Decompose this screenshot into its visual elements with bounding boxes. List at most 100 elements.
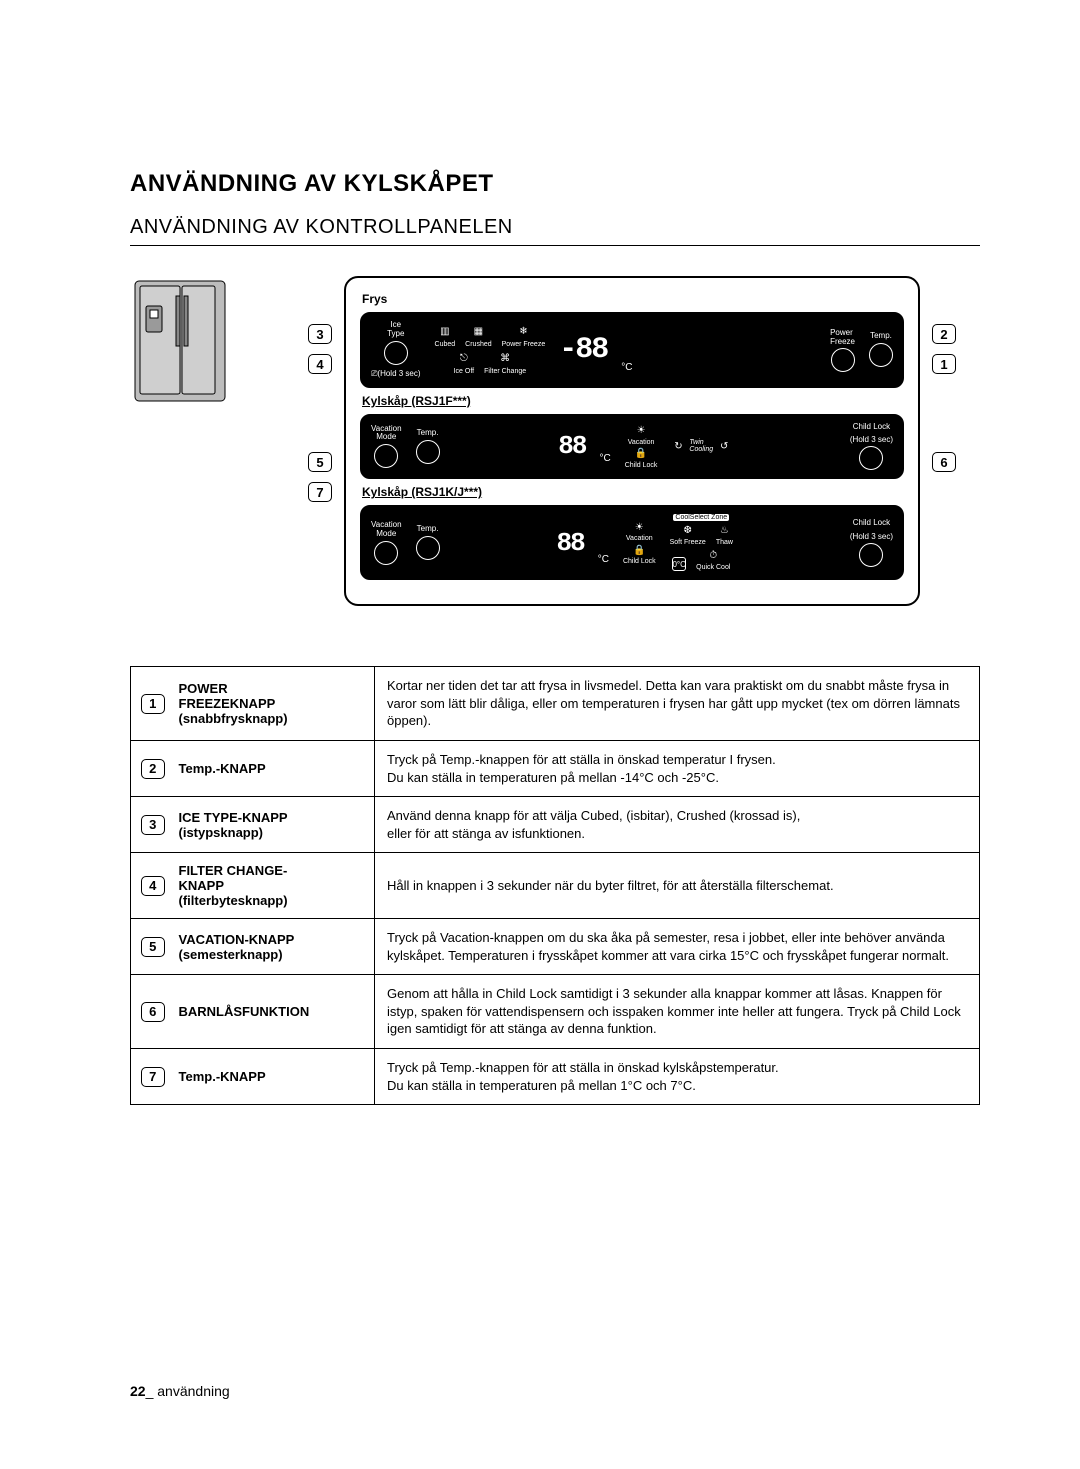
- row-name-cell: ICE TYPE-KNAPP(istypsknapp): [175, 797, 375, 853]
- section-title: ANVÄNDNING AV KONTROLLPANELEN: [130, 216, 980, 239]
- table-row: 3ICE TYPE-KNAPP(istypsknapp)Använd denna…: [131, 797, 980, 853]
- hold-3-sec-label: ⎚(Hold 3 sec): [371, 369, 421, 379]
- child-lock-button[interactable]: [859, 446, 883, 470]
- row-desc-cell: Kortar ner tiden det tar att frysa in li…: [375, 667, 980, 741]
- child-lock-small-label: Child Lock: [625, 462, 658, 469]
- thaw-icon: ♨: [717, 523, 731, 537]
- fridge2-temp-display: 88: [556, 528, 583, 558]
- power-freeze-icon: ❄: [516, 325, 530, 339]
- row-number-cell: 1: [131, 667, 175, 741]
- row-desc-cell: Tryck på Temp.-knappen för att ställa in…: [375, 741, 980, 797]
- vacation-mode-label: Vacation Mode: [371, 521, 402, 539]
- vacation-mode-label: Vacation Mode: [371, 425, 402, 443]
- child-lock-button[interactable]: [859, 543, 883, 567]
- row-number-badge: 7: [141, 1067, 165, 1087]
- table-row: 6 BARNLÅSFUNKTIONGenom att hålla in Child…: [131, 975, 980, 1049]
- row-desc-cell: Tryck på Temp.-knappen för att ställa in…: [375, 1048, 980, 1104]
- panel-label-kyl1: Kylskåp (RSJ1F***): [362, 394, 904, 408]
- hold-3-sec-label: (Hold 3 sec): [850, 435, 893, 444]
- controls-table: 1 POWERFREEZEKNAPP(snabbfrysknapp)Kortar …: [130, 666, 980, 1105]
- deg-c: °C: [599, 453, 610, 464]
- row-number-badge: 6: [141, 1002, 165, 1022]
- row-number-cell: 3: [131, 797, 175, 853]
- row-number-cell: 6: [131, 975, 175, 1049]
- control-panel-diagram: 3 4 5 7 2 1 6 Frys Ice Type ⎚(Hold 3 sec…: [130, 276, 980, 606]
- vacation-icon: ☀: [632, 520, 646, 534]
- freezer-temp-display: -88: [559, 333, 607, 367]
- crushed-label: Crushed: [465, 341, 491, 348]
- zero-icon: 0°C: [672, 557, 686, 571]
- table-row: 4FILTER CHANGE-KNAPP(filterbytesknapp)Hå…: [131, 853, 980, 919]
- vacation-mode-button[interactable]: [374, 541, 398, 565]
- vacation-mode-button[interactable]: [374, 444, 398, 468]
- pf-icon-label: Power Freeze: [502, 341, 546, 348]
- deg-c: °C: [621, 362, 632, 373]
- callout-2: 2: [932, 324, 956, 344]
- panel-label-frys: Frys: [362, 292, 904, 306]
- freezer-temp-button[interactable]: [869, 343, 893, 367]
- table-row: 2 Temp.-KNAPPTryck på Temp.-knappen för a…: [131, 741, 980, 797]
- twin-cooling-icon: ↺: [717, 439, 731, 453]
- vacation-small-label: Vacation: [628, 439, 655, 446]
- ice-off-label: Ice Off: [454, 368, 475, 375]
- crushed-icon: ▦: [471, 325, 485, 339]
- table-row: 5VACATION-KNAPP(semesterknapp)Tryck på V…: [131, 919, 980, 975]
- callout-1: 1: [932, 354, 956, 374]
- row-number-cell: 2: [131, 741, 175, 797]
- freezer-temp-label: Temp.: [870, 332, 892, 341]
- deg-c: °C: [598, 554, 609, 565]
- child-lock-icon: 🔒: [632, 543, 646, 557]
- callout-7: 7: [308, 482, 332, 502]
- row-desc-cell: Genom att hålla in Child Lock samtidigt …: [375, 975, 980, 1049]
- control-panel: Frys Ice Type ⎚(Hold 3 sec) ▥ Cubed ▦ Crus…: [344, 276, 920, 606]
- fridge-temp-button[interactable]: [416, 440, 440, 464]
- twin-cooling-label: Twin Cooling: [689, 439, 713, 453]
- row-number-cell: 4: [131, 853, 175, 919]
- callout-3: 3: [308, 324, 332, 344]
- row-name-cell: BARNLÅSFUNKTION: [175, 975, 375, 1049]
- ice-type-label: Ice Type: [387, 321, 404, 339]
- soft-freeze-icon: ❆: [681, 523, 695, 537]
- row-desc-cell: Använd denna knapp för att välja Cubed, …: [375, 797, 980, 853]
- thaw-label: Thaw: [716, 539, 733, 546]
- panel-label-kyl2: Kylskåp (RSJ1K/J***): [362, 485, 904, 499]
- hold-3-sec-label: (Hold 3 sec): [850, 532, 893, 541]
- table-row: 7 Temp.-KNAPPTryck på Temp.-knappen för a…: [131, 1048, 980, 1104]
- quick-cool-label: Quick Cool: [696, 564, 730, 571]
- cubed-icon: ▥: [438, 325, 452, 339]
- callout-4: 4: [308, 354, 332, 374]
- child-lock-small-label: Child Lock: [623, 558, 656, 565]
- row-number-cell: 7: [131, 1048, 175, 1104]
- row-number-cell: 5: [131, 919, 175, 975]
- fridge-illustration: [130, 276, 230, 406]
- vacation-icon: ☀: [634, 424, 648, 438]
- fridge1-temp-display: 88: [558, 431, 585, 461]
- row-number-badge: 4: [141, 876, 165, 896]
- fridge2-display: Vacation Mode Temp. 88 °C ☀ Vacation 🔒: [360, 505, 904, 580]
- power-freeze-button[interactable]: [831, 348, 855, 372]
- page-title: ANVÄNDNING AV KYLSKÅPET: [130, 170, 980, 198]
- child-lock-label: Child Lock: [853, 519, 890, 528]
- cubed-label: Cubed: [435, 341, 456, 348]
- twin-cooling-icon: ↻: [671, 439, 685, 453]
- row-number-badge: 1: [141, 694, 165, 714]
- fridge-temp-label: Temp.: [417, 429, 439, 438]
- row-desc-cell: Tryck på Vacation-knappen om du ska åka …: [375, 919, 980, 975]
- freezer-display: Ice Type ⎚(Hold 3 sec) ▥ Cubed ▦ Crushed ❄…: [360, 312, 904, 388]
- vacation-small-label: Vacation: [626, 535, 653, 542]
- fridge-temp-label: Temp.: [417, 525, 439, 534]
- callout-5: 5: [308, 452, 332, 472]
- row-name-cell: Temp.-KNAPP: [175, 741, 375, 797]
- callout-6: 6: [932, 452, 956, 472]
- section-rule: [130, 245, 980, 246]
- soft-freeze-label: Soft Freeze: [670, 539, 706, 546]
- fridge-temp-button[interactable]: [416, 536, 440, 560]
- row-number-badge: 2: [141, 759, 165, 779]
- footer-section: användning: [157, 1383, 229, 1399]
- table-row: 1 POWERFREEZEKNAPP(snabbfrysknapp)Kortar …: [131, 667, 980, 741]
- row-name-cell: POWERFREEZEKNAPP(snabbfrysknapp): [175, 667, 375, 741]
- power-freeze-label: Power Freeze: [830, 328, 855, 346]
- page-number: 22: [130, 1383, 146, 1399]
- row-name-cell: Temp.-KNAPP: [175, 1048, 375, 1104]
- ice-type-button[interactable]: [384, 341, 408, 365]
